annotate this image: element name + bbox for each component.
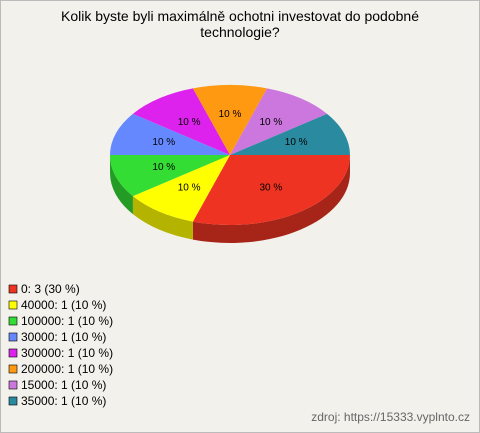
legend-swatch [8,364,18,374]
data-label: 10 % [260,117,283,128]
source: zdroj: https://15333.vyplnto.cz [311,410,470,424]
title-box: Kolik byste byli maximálně ochotni inves… [61,8,419,40]
slice [230,88,328,155]
slice [110,155,230,197]
data-label: 10 % [285,137,308,148]
legend-swatch [8,380,18,390]
slice [230,113,350,155]
legend-swatch [8,332,18,342]
legend-swatch [8,300,18,310]
data-label: 30 % [260,182,283,193]
slice [192,85,268,155]
legend-swatch [8,348,18,358]
legend-label: 300000: 1 (10 %) [21,346,113,360]
data-label: 10 % [178,182,201,193]
data-label: 10 % [152,162,175,173]
data-label: 10 % [152,137,175,148]
legend-label: 15000: 1 (10 %) [21,378,106,392]
legend-label: 100000: 1 (10 %) [21,314,113,328]
slice [110,113,230,155]
slice-side [132,196,193,240]
slice-side [110,155,133,215]
legend-label: 0: 3 (30 %) [21,282,80,296]
data-label: 10 % [219,109,242,120]
legend-swatch [8,316,18,326]
legend-label: 40000: 1 (10 %) [21,298,106,312]
legend-swatch [8,284,18,294]
legend-label: 200000: 1 (10 %) [21,362,113,376]
legend-label: 35000: 1 (10 %) [21,394,106,408]
data-label: 10 % [178,117,201,128]
slice-side [192,155,350,243]
legend-swatch [8,396,18,406]
chart-title: Kolik byste byli maximálně ochotni inves… [61,8,419,40]
slice [192,155,350,225]
legend-label: 30000: 1 (10 %) [21,330,106,344]
slice [132,155,230,222]
slice [132,88,230,155]
